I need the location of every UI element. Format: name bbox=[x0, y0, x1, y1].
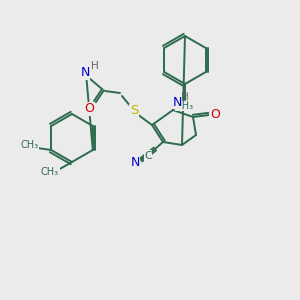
Text: CH₃: CH₃ bbox=[176, 101, 194, 111]
Text: N: N bbox=[130, 155, 140, 169]
Text: O: O bbox=[210, 109, 220, 122]
Text: CH₃: CH₃ bbox=[41, 167, 59, 177]
Text: CH₃: CH₃ bbox=[20, 140, 38, 150]
Text: N: N bbox=[172, 95, 182, 109]
Text: H: H bbox=[91, 61, 99, 71]
Text: O: O bbox=[84, 103, 94, 116]
Text: H: H bbox=[181, 92, 189, 102]
Text: C: C bbox=[144, 151, 152, 161]
Text: N: N bbox=[80, 67, 90, 80]
Text: S: S bbox=[130, 104, 138, 118]
